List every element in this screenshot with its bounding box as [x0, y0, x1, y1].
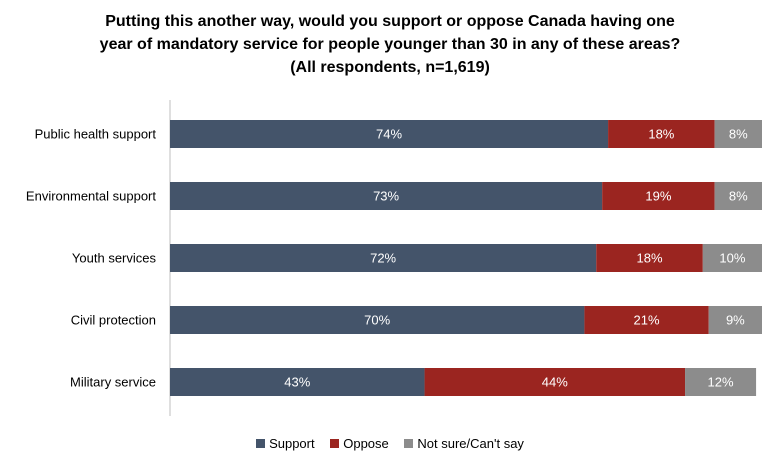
category-label-military-service: Military service — [70, 375, 156, 390]
legend-swatch-support — [256, 439, 266, 448]
data-label-oppose-youth-services: 18% — [637, 251, 663, 266]
legend-item-not-sure: Not sure/Can't say — [404, 436, 524, 451]
data-label-oppose-environmental-support: 19% — [645, 189, 671, 204]
bar-not-sure-can-t-say-civil-protection — [708, 306, 762, 334]
data-label-not-sure-can-t-say-military-service: 12% — [708, 375, 734, 390]
legend-label-not-sure: Not sure/Can't say — [417, 436, 524, 451]
chart-title-line-2: year of mandatory service for people you… — [99, 36, 681, 53]
chart-title: Putting this another way, would you supp… — [40, 10, 740, 79]
bar-support-military-service — [170, 368, 425, 396]
bar-not-sure-can-t-say-youth-services — [702, 244, 762, 272]
bar-support-public-health-support — [170, 120, 609, 148]
legend-swatch-not-sure — [404, 439, 414, 448]
category-label-youth-services: Youth services — [72, 251, 157, 266]
bar-oppose-military-service — [424, 368, 686, 396]
chart-title-line-3: (All respondents, n=1,619) — [290, 59, 490, 76]
data-label-not-sure-can-t-say-environmental-support: 8% — [729, 189, 748, 204]
bar-support-youth-services — [170, 244, 597, 272]
category-label-public-health-support: Public health support — [35, 127, 157, 142]
data-label-oppose-public-health-support: 18% — [648, 127, 674, 142]
bar-oppose-youth-services — [596, 244, 703, 272]
bar-not-sure-can-t-say-environmental-support — [714, 182, 762, 210]
data-label-support-youth-services: 72% — [370, 251, 396, 266]
data-label-not-sure-can-t-say-civil-protection: 9% — [726, 313, 745, 328]
legend-label-support: Support — [269, 436, 315, 451]
bar-oppose-civil-protection — [584, 306, 709, 334]
category-label-civil-protection: Civil protection — [71, 313, 156, 328]
legend-swatch-oppose — [330, 439, 340, 448]
data-label-not-sure-can-t-say-public-health-support: 8% — [729, 127, 748, 142]
data-label-support-environmental-support: 73% — [373, 189, 399, 204]
data-label-oppose-civil-protection: 21% — [634, 313, 660, 328]
data-label-support-military-service: 43% — [284, 375, 310, 390]
category-label-environmental-support: Environmental support — [26, 189, 156, 204]
legend-label-oppose: Oppose — [343, 436, 389, 451]
legend: Support Oppose Not sure/Can't say — [0, 436, 780, 451]
data-label-support-public-health-support: 74% — [376, 127, 402, 142]
bar-support-environmental-support — [170, 182, 603, 210]
data-label-not-sure-can-t-say-youth-services: 10% — [719, 251, 745, 266]
bar-oppose-public-health-support — [608, 120, 715, 148]
legend-item-support: Support — [256, 436, 315, 451]
bar-not-sure-can-t-say-public-health-support — [714, 120, 762, 148]
legend-item-oppose: Oppose — [330, 436, 389, 451]
bar-oppose-environmental-support — [602, 182, 715, 210]
data-label-oppose-military-service: 44% — [542, 375, 568, 390]
bar-support-civil-protection — [170, 306, 585, 334]
data-label-support-civil-protection: 70% — [364, 313, 390, 328]
bar-not-sure-can-t-say-military-service — [685, 368, 757, 396]
chart-title-line-1: Putting this another way, would you supp… — [105, 13, 675, 30]
